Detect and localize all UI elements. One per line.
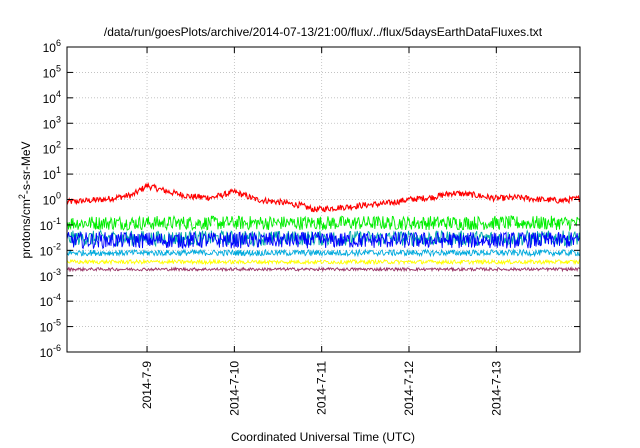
y-tick-label-exponent: -3 bbox=[53, 267, 61, 277]
y-tick-label-exponent: -4 bbox=[53, 292, 61, 302]
y-tick-label-base: 10 bbox=[40, 321, 54, 335]
series-line-6 bbox=[66, 258, 581, 266]
y-axis-label-part: -s-sr-MeV bbox=[19, 141, 33, 194]
y-tick-label-base: 10 bbox=[43, 194, 57, 208]
y-tick-label: 10-2 bbox=[40, 241, 61, 258]
series-layer bbox=[66, 182, 581, 273]
x-tick-label: 2014-7-12 bbox=[402, 361, 416, 416]
y-tick-label-exponent: 3 bbox=[56, 114, 61, 124]
series-line-2 bbox=[66, 215, 581, 232]
y-tick-label: 105 bbox=[43, 63, 61, 80]
y-tick-label-base: 10 bbox=[40, 219, 54, 233]
y-tick-label-base: 10 bbox=[40, 346, 54, 360]
y-tick-label-exponent: 6 bbox=[56, 38, 61, 48]
x-tick-label: 2014-7-10 bbox=[227, 361, 241, 416]
y-tick-label: 10-3 bbox=[40, 267, 61, 284]
y-tick-label-base: 10 bbox=[40, 295, 54, 309]
y-tick-label-base: 10 bbox=[40, 270, 54, 284]
chart-title: /data/run/goesPlots/archive/2014-07-13/2… bbox=[104, 25, 543, 39]
y-tick-label-base: 10 bbox=[43, 66, 57, 80]
y-tick-label-base: 10 bbox=[43, 41, 57, 55]
x-tick-label: 2014-7-9 bbox=[140, 361, 154, 409]
series-line-5 bbox=[66, 248, 581, 258]
y-tick-label-base: 10 bbox=[43, 92, 57, 106]
y-tick-label: 104 bbox=[43, 89, 61, 106]
series-line-1 bbox=[66, 182, 580, 213]
y-axis-label-part: protons/cm bbox=[19, 199, 33, 258]
y-tick-label-base: 10 bbox=[43, 143, 57, 157]
y-tick-label-exponent: -5 bbox=[53, 318, 61, 328]
y-tick-label-base: 10 bbox=[43, 117, 57, 131]
y-tick-label-exponent: -1 bbox=[53, 216, 61, 226]
y-tick-label: 10-1 bbox=[40, 216, 61, 233]
y-tick-label: 10-5 bbox=[40, 318, 61, 335]
series-line-7 bbox=[66, 266, 581, 273]
x-tick-label: 2014-7-13 bbox=[489, 361, 503, 416]
label-layer: 10-610-510-410-310-210-11001011021031041… bbox=[40, 38, 504, 416]
y-tick-label-exponent: -6 bbox=[53, 343, 61, 353]
series-line-4 bbox=[66, 230, 581, 250]
y-tick-label-exponent: 0 bbox=[56, 191, 61, 201]
y-tick-label: 102 bbox=[43, 140, 61, 157]
y-tick-label-base: 10 bbox=[43, 168, 57, 182]
y-tick-label-base: 10 bbox=[40, 244, 54, 258]
y-axis-label-exponent: 2 bbox=[17, 194, 27, 199]
x-axis-label: Coordinated Universal Time (UTC) bbox=[231, 430, 415, 444]
y-tick-label-exponent: 1 bbox=[56, 165, 61, 175]
y-tick-label: 10-6 bbox=[40, 343, 61, 360]
y-axis-label: protons/cm2-s-sr-MeV bbox=[17, 141, 33, 258]
y-tick-label: 100 bbox=[43, 191, 61, 208]
tick-layer bbox=[67, 46, 580, 353]
y-tick-label: 10-4 bbox=[40, 292, 61, 309]
y-tick-label: 106 bbox=[43, 38, 61, 55]
y-tick-label-exponent: 4 bbox=[56, 89, 61, 99]
x-tick-label: 2014-7-11 bbox=[315, 361, 329, 415]
y-tick-label-exponent: 5 bbox=[56, 63, 61, 73]
y-tick-label-exponent: 2 bbox=[56, 140, 61, 150]
y-tick-label: 101 bbox=[43, 165, 61, 182]
y-tick-label-exponent: -2 bbox=[53, 241, 61, 251]
y-tick-label: 103 bbox=[43, 114, 61, 131]
